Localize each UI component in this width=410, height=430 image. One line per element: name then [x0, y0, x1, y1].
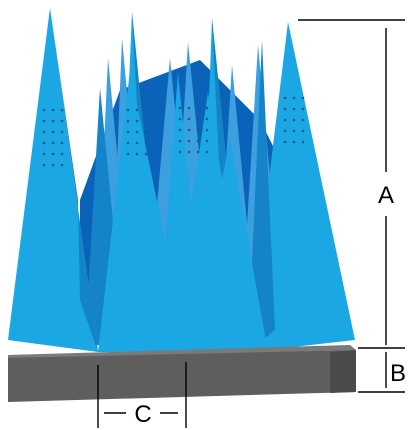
front-spike-center — [98, 70, 188, 352]
foam-dot — [196, 139, 200, 143]
foam-dot — [51, 163, 55, 167]
foam-dot — [196, 150, 200, 154]
absorber-base — [8, 345, 356, 402]
dimension-lines — [97, 19, 405, 428]
foam-dot — [178, 128, 182, 132]
foam-dot — [301, 107, 305, 111]
foam-dot — [42, 152, 46, 156]
foam-dot — [205, 106, 209, 110]
front-spike-gap — [186, 140, 268, 352]
foam-dot — [126, 152, 130, 156]
front-spike-right — [248, 22, 355, 352]
foam-dot — [205, 150, 209, 154]
foam-dot — [42, 108, 46, 112]
foam-dot — [301, 96, 305, 100]
foam-dot — [144, 119, 148, 123]
base-side-shade — [330, 350, 356, 393]
foam-dot — [42, 130, 46, 134]
foam-dot — [51, 119, 55, 123]
foam-dot — [187, 150, 191, 154]
foam-dot — [301, 140, 305, 144]
foam-dot — [205, 128, 209, 132]
foam-dot — [51, 108, 55, 112]
foam-dot — [60, 152, 64, 156]
foam-dot — [144, 108, 148, 112]
foam-dot — [135, 152, 139, 156]
foam-dot — [283, 129, 287, 133]
foam-dot — [283, 96, 287, 100]
dimension-b-label: B — [390, 360, 406, 387]
foam-dot — [196, 117, 200, 121]
foam-dot — [135, 119, 139, 123]
foam-dot — [135, 130, 139, 134]
foam-dot — [126, 119, 130, 123]
foam-dot — [60, 163, 64, 167]
foam-absorber — [8, 8, 355, 352]
front-spike-right-shade — [248, 40, 275, 352]
foam-dot — [51, 130, 55, 134]
foam-dot — [187, 117, 191, 121]
foam-dot — [205, 117, 209, 121]
foam-dot — [135, 108, 139, 112]
foam-dot — [283, 107, 287, 111]
foam-dot — [292, 140, 296, 144]
foam-dots — [42, 96, 305, 167]
foam-dot — [283, 118, 287, 122]
foam-dot — [126, 130, 130, 134]
foam-dot — [42, 119, 46, 123]
foam-dot — [187, 128, 191, 132]
foam-dot — [196, 128, 200, 132]
foam-dot — [292, 96, 296, 100]
dimension-c-label: C — [134, 401, 151, 428]
foam-dot — [292, 118, 296, 122]
foam-dot — [60, 108, 64, 112]
foam-dot — [301, 129, 305, 133]
front-spike-left-shade — [50, 8, 98, 352]
base-front-face — [8, 350, 356, 402]
foam-dot — [126, 108, 130, 112]
dimension-a-label: A — [378, 182, 394, 209]
foam-dot — [60, 141, 64, 145]
foam-dot — [301, 118, 305, 122]
foam-dot — [51, 152, 55, 156]
foam-dot — [178, 117, 182, 121]
foam-dot — [144, 141, 148, 145]
front-row-spikes — [8, 8, 355, 352]
foam-dot — [135, 141, 139, 145]
foam-dot — [196, 106, 200, 110]
foam-dot — [178, 150, 182, 154]
foam-dot — [42, 163, 46, 167]
foam-dot — [187, 106, 191, 110]
foam-dot — [144, 152, 148, 156]
foam-dot — [178, 106, 182, 110]
foam-dot — [292, 107, 296, 111]
foam-dot — [60, 119, 64, 123]
front-spike-left — [8, 8, 98, 352]
foam-dot — [178, 139, 182, 143]
foam-dot — [292, 129, 296, 133]
foam-dot — [144, 130, 148, 134]
foam-dot — [126, 141, 130, 145]
foam-dot — [187, 139, 191, 143]
foam-dot — [42, 141, 46, 145]
foam-dot — [51, 141, 55, 145]
foam-dot — [283, 140, 287, 144]
foam-dot — [205, 139, 209, 143]
foam-dot — [60, 130, 64, 134]
